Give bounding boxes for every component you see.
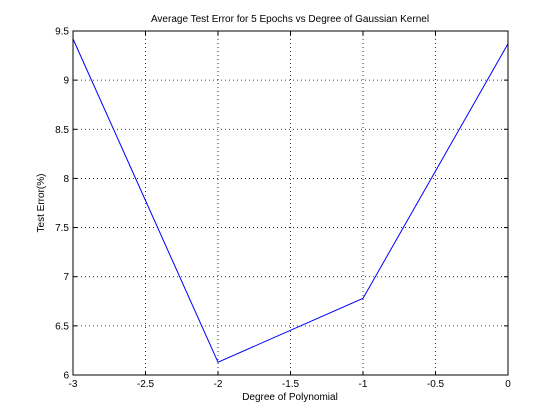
- y-tick-label: 8.5: [55, 125, 69, 136]
- y-tick-label: 9: [63, 76, 69, 87]
- y-tick-label: 7: [63, 272, 69, 283]
- x-tick-label: -2.5: [137, 379, 155, 390]
- y-tick-label: 6.5: [55, 321, 69, 332]
- x-axis-label: Degree of Polynomial: [242, 392, 338, 403]
- ticks: [72, 30, 509, 376]
- x-tick-label: 0: [505, 379, 511, 390]
- series-layer: [72, 38, 509, 363]
- series-line: [72, 38, 509, 363]
- y-tick-label: 9.5: [55, 27, 69, 38]
- x-tick-label: -3: [69, 379, 78, 390]
- grid: [73, 31, 508, 375]
- y-tick-label: 8: [63, 174, 69, 185]
- x-tick-labels: -3 -2.5 -2 -1.5 -1 -0.5 0: [69, 379, 512, 390]
- x-tick-label: -2: [214, 379, 223, 390]
- chart-title: Average Test Error for 5 Epochs vs Degre…: [151, 14, 429, 25]
- y-tick-label: 7.5: [55, 223, 69, 234]
- y-axis-label: Test Error(%): [36, 174, 47, 233]
- y-tick-label: 6: [63, 371, 69, 382]
- x-tick-label: -0.5: [427, 379, 445, 390]
- x-tick-label: -1.5: [282, 379, 300, 390]
- x-tick-label: -1: [359, 379, 368, 390]
- y-tick-labels: 6 6.5 7 7.5 8 8.5 9 9.5: [55, 27, 69, 382]
